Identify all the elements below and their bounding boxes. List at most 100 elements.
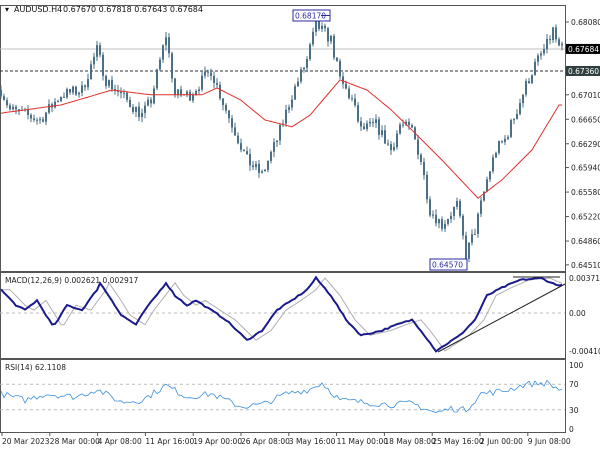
candle-body <box>297 81 299 87</box>
candle-body <box>93 56 95 65</box>
candles <box>0 14 563 262</box>
candle-body <box>222 98 224 106</box>
price-tick-label: 0.64860 <box>571 237 600 246</box>
candle-body <box>339 60 341 77</box>
triangle-down-icon[interactable]: ▾ <box>5 5 9 14</box>
candle-body <box>360 121 362 127</box>
candle-body <box>546 39 548 50</box>
candle-body <box>180 89 182 96</box>
price-tick-label: 0.66290 <box>571 140 600 149</box>
bid-label: 0.67684 <box>568 45 599 54</box>
price-tick-label: 0.68080 <box>571 18 600 27</box>
candle-body <box>150 99 152 104</box>
candle-body <box>375 119 377 124</box>
candle-body <box>57 101 59 103</box>
candle-body <box>114 89 116 91</box>
candle-body <box>477 213 479 234</box>
candle-body <box>225 105 227 111</box>
symbol-label: AUDUSD.H4 <box>14 5 62 14</box>
candle-body <box>438 219 440 224</box>
candle-body <box>42 119 44 122</box>
candle-body <box>99 45 101 55</box>
candle-body <box>357 105 359 122</box>
candle-body <box>243 149 245 152</box>
candle-body <box>168 37 170 54</box>
ohlc-readout: 0.67670 0.67818 0.67643 0.67684 <box>63 5 203 14</box>
candle-body <box>486 179 488 192</box>
candle-body <box>372 121 374 124</box>
candle-body <box>102 54 104 76</box>
candle-body <box>537 55 539 62</box>
candle-body <box>90 64 92 80</box>
pane-frame-0 <box>0 5 566 272</box>
pane-frames <box>0 5 566 433</box>
candle-body <box>249 154 251 166</box>
candle-body <box>9 105 11 110</box>
candle-body <box>240 143 242 150</box>
candle-body <box>324 25 326 29</box>
candle-body <box>54 101 56 108</box>
candle-body <box>294 86 296 100</box>
candle-body <box>237 135 239 144</box>
candle-body <box>405 121 407 125</box>
candle-body <box>195 91 197 95</box>
price-tick-label: 0.67010 <box>571 91 600 100</box>
rsi-tick-label: 100 <box>569 361 584 370</box>
candle-body <box>69 88 71 93</box>
candle-body <box>288 107 290 110</box>
time-tick-label: 25 May 16:00 <box>432 437 484 446</box>
candle-body <box>279 124 281 141</box>
pane-frame-2 <box>0 359 566 433</box>
candle-body <box>144 105 146 113</box>
candle-body <box>30 114 32 119</box>
candle-body <box>333 35 335 58</box>
candle-body <box>135 106 137 112</box>
bid-label-bg <box>566 43 600 54</box>
candle-body <box>558 39 560 46</box>
candle-body <box>501 141 503 143</box>
candle-body <box>522 94 524 104</box>
candle-body <box>15 106 17 110</box>
candle-body <box>447 219 449 224</box>
candle-body <box>399 124 401 134</box>
candle-body <box>306 59 308 68</box>
rsi-tick-label: 30 <box>569 406 579 415</box>
candle-body <box>420 154 422 162</box>
candle-body <box>543 49 545 54</box>
time-tick-label: 19 Apr 00:00 <box>193 437 242 446</box>
macd-tick-label: -0.004102 <box>569 347 600 356</box>
time-tick-label: 18 May 08:00 <box>384 437 436 446</box>
candle-body <box>75 86 77 95</box>
candle-body <box>366 123 368 130</box>
candle-body <box>345 83 347 89</box>
candle-body <box>510 120 512 137</box>
candle-body <box>48 104 50 113</box>
candle-body <box>504 138 506 142</box>
pane-frame-1 <box>0 272 566 359</box>
level-label: 0.67360 <box>568 67 599 76</box>
candle-body <box>531 75 533 84</box>
candle-body <box>312 31 314 45</box>
candle-body <box>45 112 47 122</box>
candle-body <box>534 61 536 76</box>
candle-body <box>129 99 131 107</box>
candle-body <box>105 75 107 86</box>
candle-body <box>258 163 260 173</box>
candle-body <box>138 106 140 118</box>
time-tick-label: 20 Mar 2023 <box>2 437 50 446</box>
candle-body <box>264 169 266 172</box>
time-tick-label: 3 May 16:00 <box>289 437 336 446</box>
candle-body <box>348 88 350 99</box>
candle-body <box>513 119 515 121</box>
candle-body <box>189 91 191 101</box>
price-tick-label: 0.65220 <box>571 213 600 222</box>
candle-body <box>342 76 344 84</box>
candle-body <box>174 78 176 95</box>
candle-body <box>423 161 425 175</box>
time-tick-label: 4 Apr 08:00 <box>98 437 142 446</box>
candle-body <box>120 91 122 94</box>
candle-body <box>246 151 248 155</box>
candle-body <box>285 109 287 124</box>
price-tick-label: 0.65940 <box>571 164 600 173</box>
